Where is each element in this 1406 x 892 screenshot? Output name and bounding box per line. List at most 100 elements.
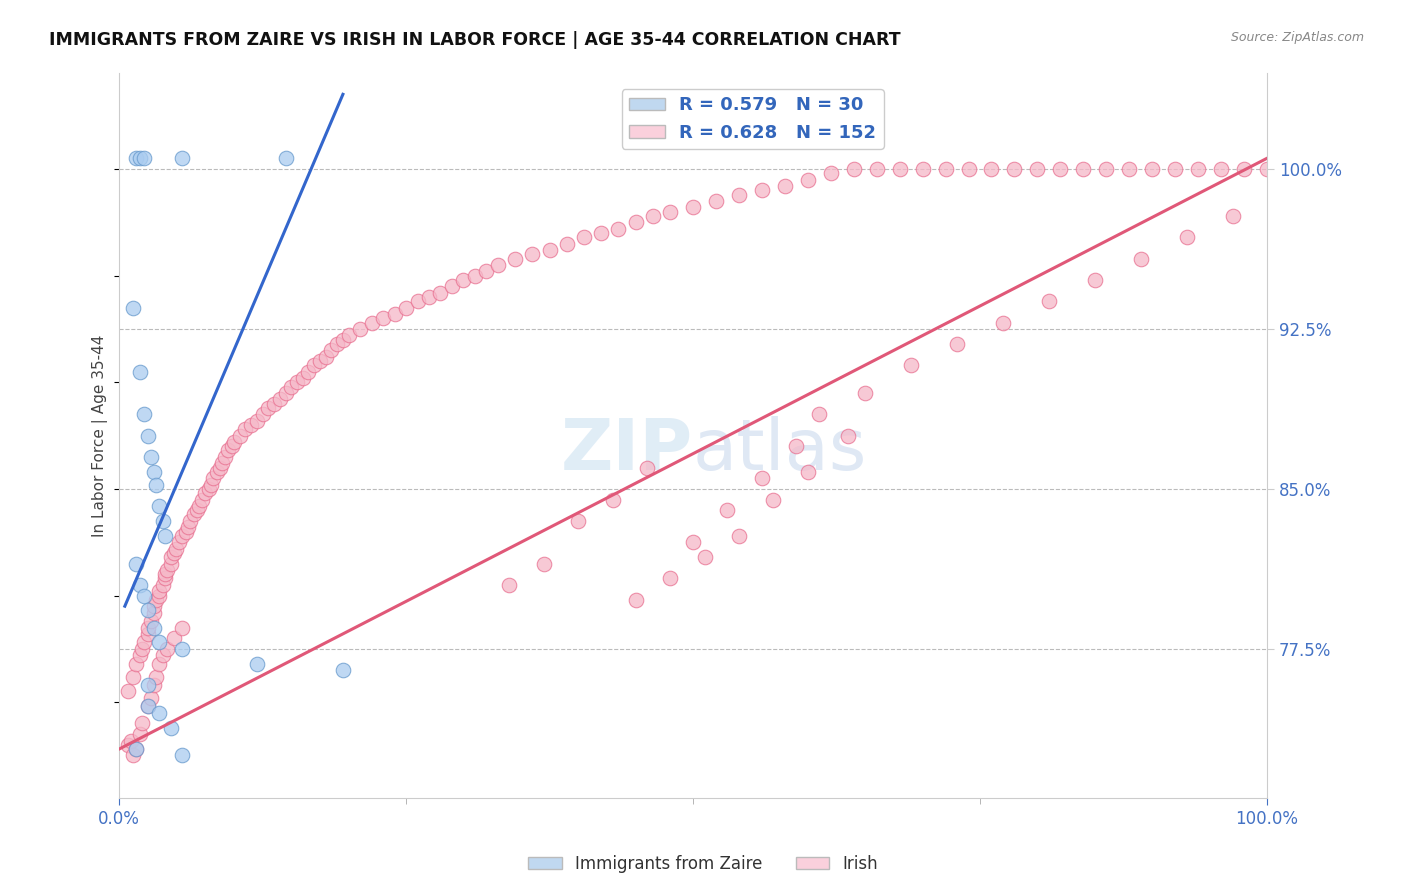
Point: [131, 716, 153, 731]
Text: ZIP: ZIP: [561, 416, 693, 484]
Point: [1038, 294, 1060, 309]
Point: [751, 471, 773, 485]
Point: [326, 336, 349, 351]
Point: [209, 460, 232, 475]
Point: [900, 358, 922, 372]
Point: [837, 428, 859, 442]
Point: [1026, 161, 1049, 176]
Point: [246, 414, 269, 428]
Point: [136, 627, 159, 641]
Point: [121, 669, 143, 683]
Point: [121, 748, 143, 763]
Text: atlas: atlas: [693, 416, 868, 484]
Point: [371, 311, 394, 326]
Point: [1004, 161, 1026, 176]
Point: [134, 407, 156, 421]
Point: [624, 215, 647, 229]
Point: [1256, 161, 1278, 176]
Point: [142, 678, 165, 692]
Point: [315, 350, 337, 364]
Point: [125, 557, 148, 571]
Point: [785, 439, 807, 453]
Point: [148, 589, 170, 603]
Text: Source: ZipAtlas.com: Source: ZipAtlas.com: [1230, 31, 1364, 45]
Point: [636, 460, 658, 475]
Point: [280, 379, 302, 393]
Point: [163, 546, 186, 560]
Point: [134, 589, 156, 603]
Point: [321, 343, 343, 358]
Point: [453, 273, 475, 287]
Point: [1209, 161, 1232, 176]
Point: [128, 727, 150, 741]
Point: [1095, 161, 1118, 176]
Point: [682, 535, 704, 549]
Point: [406, 294, 429, 309]
Point: [148, 706, 170, 720]
Point: [148, 499, 170, 513]
Point: [693, 550, 716, 565]
Point: [177, 520, 200, 534]
Point: [332, 663, 354, 677]
Point: [190, 492, 212, 507]
Point: [291, 371, 314, 385]
Point: [572, 230, 595, 244]
Point: [538, 243, 561, 257]
Point: [486, 258, 509, 272]
Point: [498, 578, 520, 592]
Point: [217, 443, 239, 458]
Point: [1084, 273, 1107, 287]
Y-axis label: In Labor Force | Age 35-44: In Labor Force | Age 35-44: [93, 334, 108, 537]
Point: [166, 541, 188, 556]
Point: [567, 514, 589, 528]
Point: [911, 161, 934, 176]
Point: [1071, 161, 1094, 176]
Point: [522, 247, 544, 261]
Point: [332, 333, 354, 347]
Legend: R = 0.579   N = 30, R = 0.628   N = 152: R = 0.579 N = 30, R = 0.628 N = 152: [621, 89, 884, 149]
Point: [148, 635, 170, 649]
Point: [117, 684, 139, 698]
Point: [1118, 161, 1140, 176]
Point: [1049, 161, 1071, 176]
Point: [659, 204, 682, 219]
Point: [172, 748, 194, 763]
Point: [142, 465, 165, 479]
Point: [464, 268, 486, 283]
Point: [125, 151, 148, 165]
Point: [475, 264, 498, 278]
Point: [1175, 230, 1198, 244]
Point: [889, 161, 911, 176]
Point: [728, 187, 751, 202]
Point: [174, 524, 197, 539]
Point: [263, 396, 285, 410]
Point: [214, 450, 236, 464]
Point: [128, 578, 150, 592]
Point: [197, 482, 219, 496]
Point: [159, 550, 181, 565]
Point: [269, 392, 291, 407]
Point: [142, 606, 165, 620]
Point: [418, 290, 440, 304]
Point: [1164, 161, 1187, 176]
Point: [704, 194, 727, 208]
Point: [183, 508, 205, 522]
Point: [134, 635, 156, 649]
Text: IMMIGRANTS FROM ZAIRE VS IRISH IN LABOR FORCE | AGE 35-44 CORRELATION CHART: IMMIGRANTS FROM ZAIRE VS IRISH IN LABOR …: [49, 31, 901, 49]
Point: [172, 620, 194, 634]
Point: [172, 151, 194, 165]
Point: [148, 584, 170, 599]
Point: [240, 417, 263, 432]
Point: [159, 721, 181, 735]
Point: [188, 499, 211, 513]
Point: [751, 183, 773, 197]
Point: [337, 328, 360, 343]
Point: [257, 401, 280, 415]
Point: [156, 641, 179, 656]
Point: [131, 641, 153, 656]
Point: [172, 529, 194, 543]
Point: [302, 358, 325, 372]
Point: [152, 514, 174, 528]
Point: [211, 456, 233, 470]
Point: [429, 285, 451, 300]
